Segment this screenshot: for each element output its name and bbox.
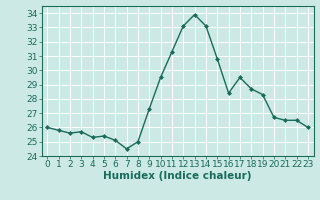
X-axis label: Humidex (Indice chaleur): Humidex (Indice chaleur) <box>103 171 252 181</box>
